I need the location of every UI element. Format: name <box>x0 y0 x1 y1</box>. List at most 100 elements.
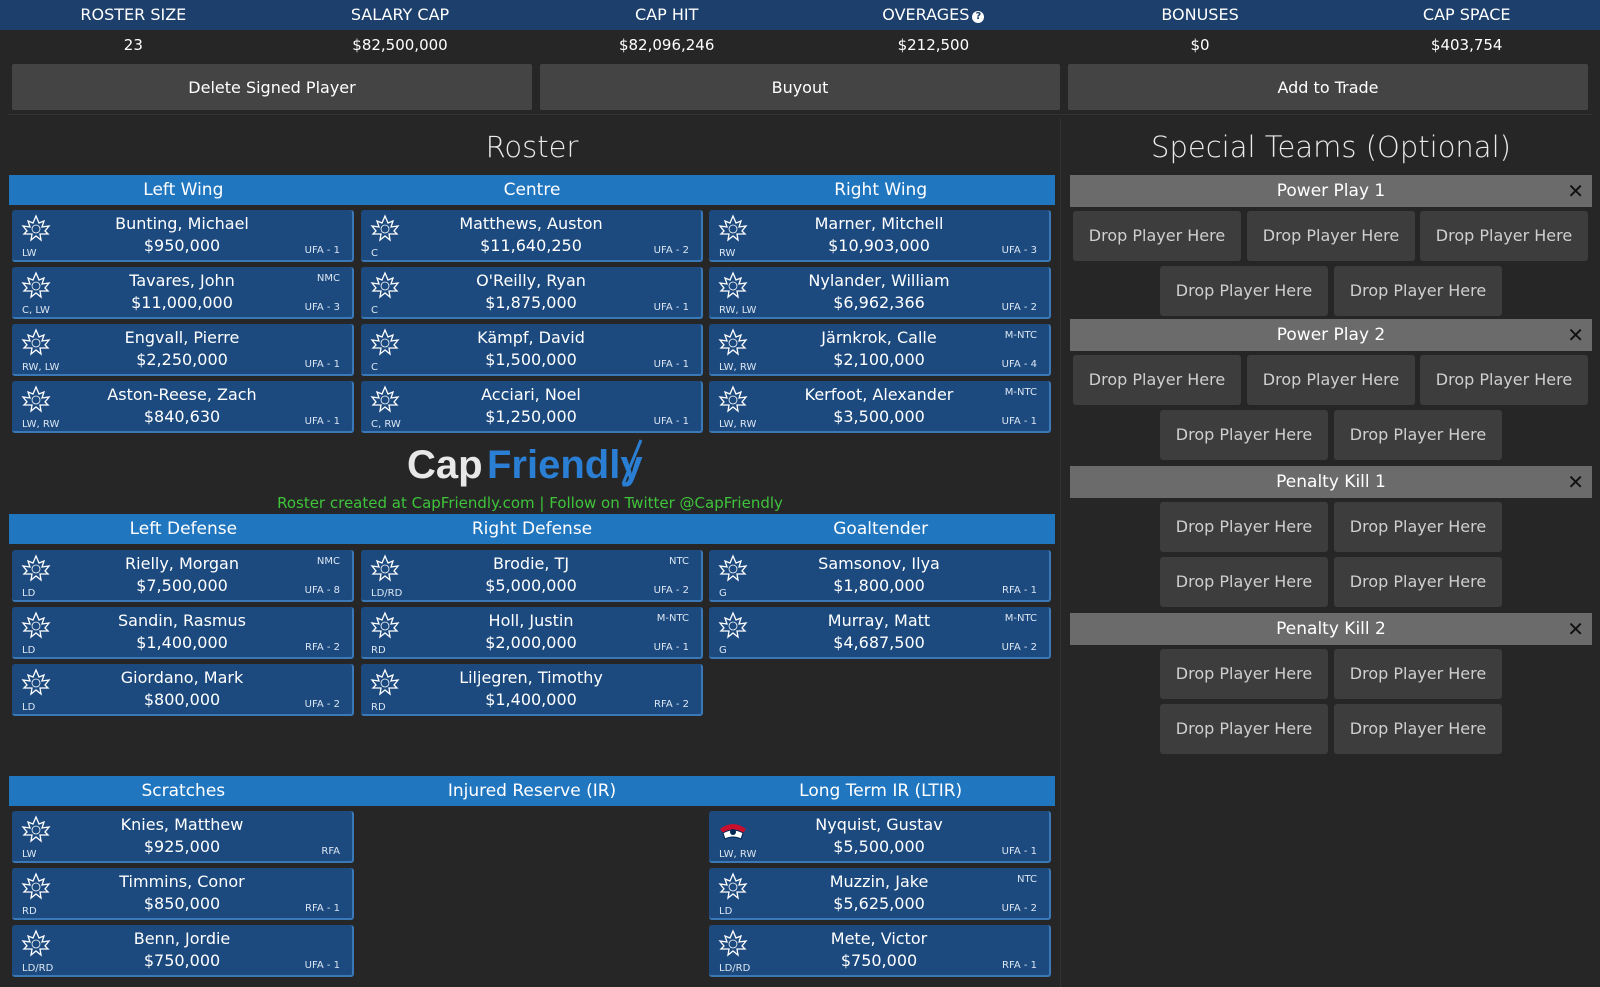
close-icon[interactable]: ✕ <box>1567 323 1584 347</box>
player-contract-status: UFA - 1 <box>304 960 340 971</box>
player-salary: $950,000 <box>143 236 221 255</box>
maple-leaf-logo <box>369 214 401 246</box>
overages-label: OVERAGES? <box>800 0 1067 30</box>
player-card[interactable]: LD Rielly, Morgan $7,500,000 NMC UFA - 8 <box>12 550 354 602</box>
player-salary: $750,000 <box>143 951 221 970</box>
player-name: Marner, Mitchell <box>814 214 944 233</box>
player-position: LW, RW <box>719 419 757 430</box>
player-name: Kerfoot, Alexander <box>804 385 954 404</box>
player-salary: $2,000,000 <box>485 633 577 652</box>
player-salary: $1,875,000 <box>485 293 577 312</box>
maple-leaf-logo <box>369 611 401 643</box>
drop-player-slot[interactable]: Drop Player Here <box>1160 649 1328 699</box>
player-salary: $5,000,000 <box>485 576 577 595</box>
player-card[interactable]: LW, RW Nyquist, Gustav $5,500,000 UFA - 1 <box>709 811 1051 863</box>
player-card[interactable]: RD Holl, Justin $2,000,000 M-NTC UFA - 1 <box>361 607 703 659</box>
logo-cap-text: Cap <box>407 443 483 487</box>
special-team-name: Power Play 2 <box>1276 325 1386 345</box>
player-name: Acciari, Noel <box>481 385 581 404</box>
player-card[interactable]: RW Marner, Mitchell $10,903,000 UFA - 3 <box>709 210 1051 262</box>
drop-player-slot[interactable]: Drop Player Here <box>1334 502 1502 552</box>
player-card[interactable]: LW, RW Järnkrok, Calle $2,100,000 M-NTC UFA … <box>709 324 1051 376</box>
drop-player-slot[interactable]: Drop Player Here <box>1247 355 1415 405</box>
player-card[interactable]: LD/RD Mete, Victor $750,000 RFA - 1 <box>709 925 1051 977</box>
player-card[interactable]: LD Muzzin, Jake $5,625,000 NTC UFA - 2 <box>709 868 1051 920</box>
player-contract-status: UFA - 1 <box>304 416 340 427</box>
player-card[interactable]: RD Timmins, Conor $850,000 RFA - 1 <box>12 868 354 920</box>
player-card[interactable]: C Matthews, Auston $11,640,250 UFA - 2 <box>361 210 703 262</box>
player-card[interactable]: C Kämpf, David $1,500,000 UFA - 1 <box>361 324 703 376</box>
overages-value: $212,500 <box>897 36 970 54</box>
drop-player-slot[interactable]: Drop Player Here <box>1160 410 1328 460</box>
player-card[interactable]: LD Sandin, Rasmus $1,400,000 RFA - 2 <box>12 607 354 659</box>
player-card[interactable]: RW, LW Engvall, Pierre $2,250,000 UFA - 1 <box>12 324 354 376</box>
player-salary: $11,640,250 <box>480 236 582 255</box>
player-salary: $925,000 <box>143 837 221 856</box>
close-icon[interactable]: ✕ <box>1567 470 1584 494</box>
drop-player-slot[interactable]: Drop Player Here <box>1247 211 1415 261</box>
player-position: LD/RD <box>719 963 751 974</box>
player-salary: $840,630 <box>143 407 221 426</box>
player-salary: $1,400,000 <box>485 690 577 709</box>
drop-player-slot[interactable]: Drop Player Here <box>1160 266 1328 316</box>
drop-player-slot[interactable]: Drop Player Here <box>1334 410 1502 460</box>
player-contract-status: UFA - 2 <box>304 699 340 710</box>
drop-player-slot[interactable]: Drop Player Here <box>1334 266 1502 316</box>
drop-player-slot[interactable]: Drop Player Here <box>1420 211 1588 261</box>
player-card[interactable]: RD Liljegren, Timothy $1,400,000 RFA - 2 <box>361 664 703 716</box>
player-contract-status: RFA - 1 <box>305 903 340 914</box>
player-name: Muzzin, Jake <box>829 872 929 891</box>
cap-summary: ROSTER SIZE SALARY CAP CAP HIT OVERAGES?… <box>0 0 1600 60</box>
buyout-button[interactable]: Buyout <box>540 64 1060 110</box>
drop-player-slot[interactable]: Drop Player Here <box>1420 355 1588 405</box>
player-contract-status: RFA <box>321 846 340 857</box>
delete-signed-player-button[interactable]: Delete Signed Player <box>12 64 532 110</box>
drop-player-slot[interactable]: Drop Player Here <box>1160 704 1328 754</box>
player-salary: $1,500,000 <box>485 350 577 369</box>
goaltender-header: Goaltender <box>833 519 929 539</box>
player-card[interactable]: C, LW Tavares, John $11,000,000 NMC UFA - 3 <box>12 267 354 319</box>
drop-player-slot[interactable]: Drop Player Here <box>1160 502 1328 552</box>
player-card[interactable]: C O'Reilly, Ryan $1,875,000 UFA - 1 <box>361 267 703 319</box>
player-salary: $11,000,000 <box>131 293 233 312</box>
player-contract-status: UFA - 1 <box>653 359 689 370</box>
player-contract-status: UFA - 2 <box>1001 302 1037 313</box>
player-position: LD <box>22 588 36 599</box>
special-team-header: Penalty Kill 2 ✕ <box>1070 613 1592 645</box>
drop-player-slot[interactable]: Drop Player Here <box>1334 649 1502 699</box>
player-card[interactable]: C, RW Acciari, Noel $1,250,000 UFA - 1 <box>361 381 703 433</box>
drop-player-slot[interactable]: Drop Player Here <box>1334 704 1502 754</box>
player-card[interactable]: LD/RD Brodie, TJ $5,000,000 NTC UFA - 2 <box>361 550 703 602</box>
player-salary: $10,903,000 <box>828 236 930 255</box>
question-circle-icon[interactable]: ? <box>972 11 985 23</box>
player-card[interactable]: LW, RW Aston-Reese, Zach $840,630 UFA - 1 <box>12 381 354 433</box>
player-position: C <box>371 305 378 316</box>
player-contract-status: UFA - 2 <box>1001 903 1037 914</box>
add-to-trade-button[interactable]: Add to Trade <box>1068 64 1588 110</box>
player-card[interactable]: LW Knies, Matthew $925,000 RFA <box>12 811 354 863</box>
player-name: Aston-Reese, Zach <box>107 385 257 404</box>
player-salary: $800,000 <box>143 690 221 709</box>
player-card[interactable]: LW Bunting, Michael $950,000 UFA - 1 <box>12 210 354 262</box>
player-card[interactable]: G Murray, Matt $4,687,500 M-NTC UFA - 2 <box>709 607 1051 659</box>
player-contract-status: RFA - 2 <box>654 699 689 710</box>
player-card[interactable]: G Samsonov, Ilya $1,800,000 RFA - 1 <box>709 550 1051 602</box>
drop-player-slot[interactable]: Drop Player Here <box>1073 211 1241 261</box>
drop-player-slot[interactable]: Drop Player Here <box>1334 557 1502 607</box>
close-icon[interactable]: ✕ <box>1567 617 1584 641</box>
player-name: Murray, Matt <box>827 611 931 630</box>
player-card[interactable]: RW, LW Nylander, William $6,962,366 UFA - 2 <box>709 267 1051 319</box>
player-card[interactable]: LD/RD Benn, Jordie $750,000 UFA - 1 <box>12 925 354 977</box>
player-card[interactable]: LW, RW Kerfoot, Alexander $3,500,000 M-NTC U… <box>709 381 1051 433</box>
player-card[interactable]: LD Giordano, Mark $800,000 UFA - 2 <box>12 664 354 716</box>
drop-player-slot[interactable]: Drop Player Here <box>1160 557 1328 607</box>
drop-player-slot[interactable]: Drop Player Here <box>1073 355 1241 405</box>
logo-friendly-text: Friendly <box>487 443 643 487</box>
close-icon[interactable]: ✕ <box>1567 179 1584 203</box>
maple-leaf-logo <box>20 929 52 961</box>
cap-hit-value: $82,096,246 <box>618 36 715 54</box>
special-teams-title: Special Teams (Optional) <box>1151 130 1511 164</box>
salary-cap-value: $82,500,000 <box>352 36 448 54</box>
credit-text[interactable]: Roster created at CapFriendly.com | Foll… <box>277 494 783 512</box>
player-contract-status: UFA - 8 <box>304 585 340 596</box>
